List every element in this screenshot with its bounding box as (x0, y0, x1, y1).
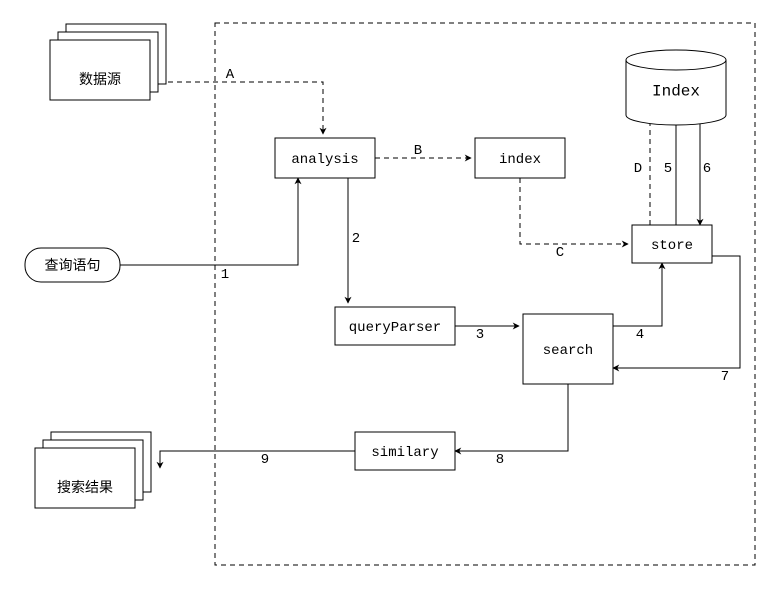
edge-C (520, 178, 628, 244)
edge-label-D: D (634, 161, 642, 177)
edge-A (150, 82, 323, 134)
query-label: 查询语句 (45, 258, 101, 275)
edge-9 (160, 451, 355, 468)
edge-label-5: 5 (664, 161, 672, 177)
edge-label-1: 1 (221, 267, 229, 283)
edge-label-2: 2 (352, 231, 360, 247)
edge-label-4: 4 (636, 327, 644, 343)
edge-7 (613, 256, 740, 368)
indexcyl-top (626, 50, 726, 70)
flow-diagram: A B C D 1 2 3 4 5 6 7 8 9 数据源查询语句搜索结果 analysis index Ind… (0, 0, 766, 592)
edge-label-9: 9 (261, 452, 269, 468)
edge-label-B: B (414, 143, 422, 159)
results-sheet (35, 448, 135, 508)
datasource-sheet (50, 40, 150, 100)
analysis-label: analysis (291, 152, 358, 168)
indexcyl-label: Index (652, 83, 700, 101)
store-label: store (651, 238, 693, 254)
results-label: 搜索结果 (57, 479, 113, 497)
edge-label-8: 8 (496, 452, 504, 468)
datasource-label: 数据源 (79, 72, 121, 89)
edge-label-A: A (226, 67, 235, 83)
index-label: index (499, 152, 541, 168)
edge-label-6: 6 (703, 161, 711, 177)
edge-label-3: 3 (476, 327, 484, 343)
queryparser-label: queryParser (349, 320, 441, 336)
edge-1 (120, 178, 298, 265)
edge-8 (455, 384, 568, 451)
search-label: search (543, 343, 593, 359)
edge-label-C: C (556, 245, 564, 261)
similary-label: similary (371, 445, 438, 461)
edge-label-7: 7 (721, 369, 729, 385)
